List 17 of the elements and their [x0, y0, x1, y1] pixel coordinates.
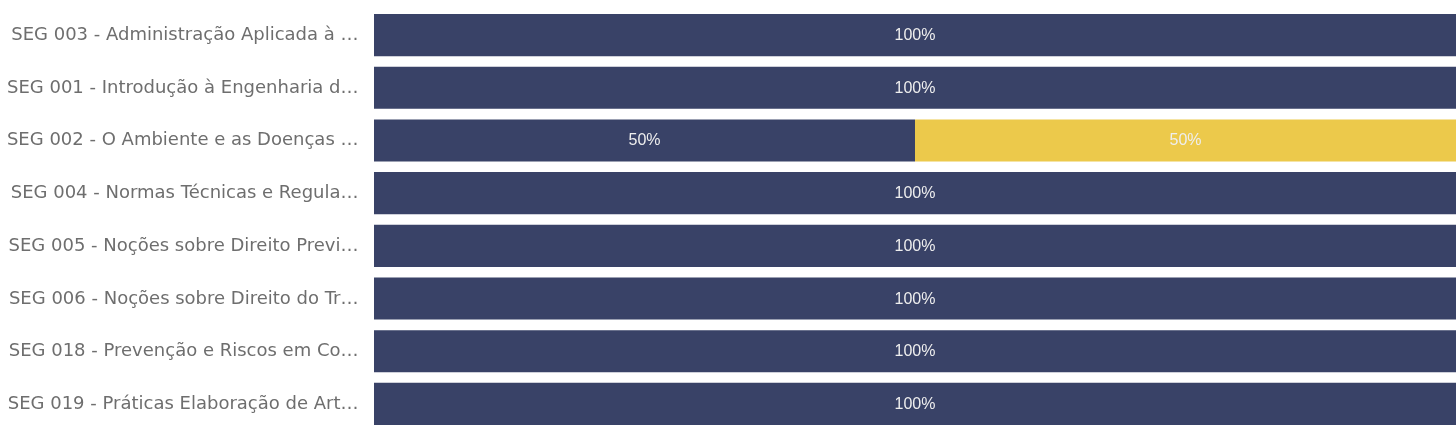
y-tick-label: SEG 019 - Práticas Elaboração de Art…: [7, 391, 359, 413]
data-label: 100%: [894, 289, 936, 307]
y-tick-label: SEG 003 - Administração Aplicada à …: [11, 23, 359, 45]
data-label: 100%: [894, 236, 936, 254]
y-tick-label: SEG 018 - Prevenção e Riscos em Co…: [8, 339, 359, 361]
data-label: 100%: [894, 78, 936, 96]
data-label: 100%: [894, 26, 936, 44]
y-tick-label: SEG 004 - Normas Técnicas e Regula…: [10, 181, 359, 203]
data-label: 50%: [1169, 131, 1202, 149]
y-tick-label: SEG 001 - Introdução à Engenharia d…: [6, 75, 359, 97]
data-label: 100%: [894, 342, 936, 360]
y-tick-label: SEG 005 - Noções sobre Direito Previ…: [8, 233, 359, 255]
data-label: 50%: [628, 131, 661, 149]
data-label: 100%: [894, 184, 936, 202]
data-label: 100%: [894, 394, 936, 412]
y-tick-label: SEG 006 - Noções sobre Direito do Tr…: [8, 286, 359, 308]
y-tick-label: SEG 002 - O Ambiente e as Doenças …: [6, 128, 359, 150]
